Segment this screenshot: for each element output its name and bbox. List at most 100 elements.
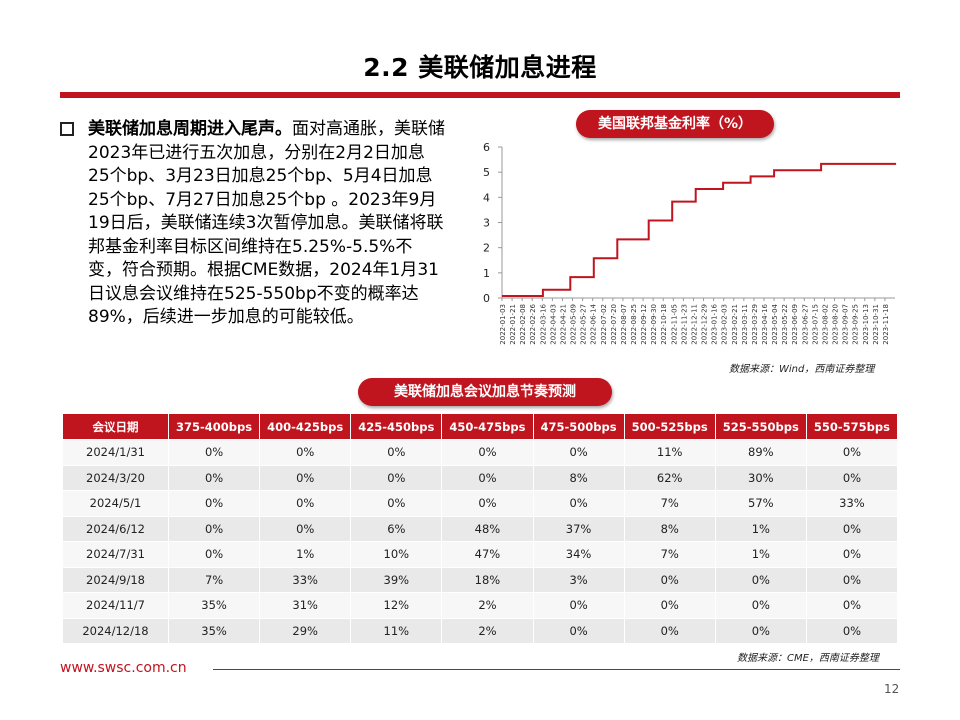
probability-cell: 0% [532, 592, 625, 619]
table-row: 2024/11/7 35% 31% 12% 2% 0% 0% 0% 0% [62, 592, 899, 619]
probability-cell: 0% [805, 617, 899, 644]
x-tick-label: 2023-05-04 [771, 303, 779, 344]
table-header-cell: 475-500bps [532, 413, 625, 440]
table-header-cell: 400-425bps [259, 413, 352, 440]
meeting-date-cell: 2024/5/1 [62, 490, 169, 517]
probability-cell: 39% [350, 566, 443, 593]
table-header-cell: 550-575bps [805, 413, 899, 440]
probability-cell: 48% [441, 515, 534, 542]
table-row: 2024/7/31 0% 1% 10% 47% 34% 7% 1% 0% [62, 541, 899, 568]
checkbox-bullet-icon [60, 122, 74, 136]
chart-title-pill: 美国联邦基金利率（%） [576, 110, 774, 138]
table-source-note: 数据来源：CME，西南证券整理 [737, 653, 879, 664]
probability-cell: 8% [623, 515, 716, 542]
x-tick-label: 2023-05-22 [781, 304, 789, 345]
probability-cell: 0% [259, 439, 352, 466]
x-tick-label: 2022-04-21 [559, 304, 567, 345]
x-tick-label: 2023-01-16 [711, 303, 719, 344]
bullet-paragraph: 美联储加息周期进入尾声。面对高通胀，美联储2023年已进行五次加息，分别在2月2… [60, 118, 445, 330]
probability-cell: 1% [714, 515, 807, 542]
x-tick-label: 2022-12-29 [701, 304, 709, 345]
x-tick-label: 2022-07-20 [610, 304, 618, 345]
probability-cell: 0% [623, 566, 716, 593]
probability-cell: 3% [532, 566, 625, 593]
x-tick-label: 2023-03-11 [741, 304, 749, 345]
table-row: 2024/9/18 7% 33% 39% 18% 3% 0% 0% 0% [62, 566, 899, 593]
probability-cell: 34% [532, 541, 625, 568]
meeting-date-cell: 2024/6/12 [62, 515, 169, 542]
table-header-cell: 会议日期 [62, 413, 169, 440]
probability-cell: 0% [805, 439, 899, 466]
title-divider [60, 92, 900, 98]
x-tick-label: 2022-03-16 [539, 303, 547, 344]
x-tick-label: 2022-05-27 [580, 304, 588, 345]
table-row: 2024/3/20 0% 0% 0% 0% 8% 62% 30% 0% [62, 464, 899, 491]
page-title: 2.2 美联储加息进程 [363, 53, 597, 82]
y-tick-label: 3 [483, 217, 490, 230]
y-tick-label: 2 [483, 242, 490, 255]
x-tick-label: 2023-06-09 [791, 304, 799, 345]
y-tick-label: 1 [483, 267, 490, 280]
x-tick-label: 2023-04-16 [761, 303, 769, 344]
x-tick-label: 2022-05-09 [570, 304, 578, 345]
probability-cell: 31% [259, 592, 352, 619]
rate-series [502, 162, 897, 297]
y-tick-label: 4 [483, 191, 490, 204]
probability-cell: 0% [167, 464, 261, 491]
probability-cell: 0% [623, 592, 716, 619]
probability-cell: 0% [805, 515, 899, 542]
x-tick-label: 2022-01-21 [509, 304, 517, 345]
probability-cell: 0% [350, 490, 443, 517]
probability-cell: 7% [167, 566, 261, 593]
table-header-cell: 375-400bps [167, 413, 261, 440]
probability-cell: 6% [350, 515, 443, 542]
x-axis: 2022-01-03 2022-01-21 2022-02-08 2022-02-26… [499, 297, 895, 345]
probability-cell: 29% [259, 617, 352, 644]
meeting-date-cell: 2024/1/31 [62, 439, 169, 466]
table-header-cell: 500-525bps [623, 413, 716, 440]
rate-probability-table: 会议日期 375-400bps 400-425bps 425-450bps 450-47… [62, 413, 899, 644]
probability-cell: 0% [532, 439, 625, 466]
x-tick-label: 2023-11-18 [882, 304, 890, 345]
probability-cell: 0% [532, 490, 625, 517]
probability-cell: 1% [714, 541, 807, 568]
probability-cell: 0% [441, 490, 534, 517]
meeting-date-cell: 2024/3/20 [62, 464, 169, 491]
x-tick-label: 2022-04-03 [549, 304, 557, 345]
x-tick-label: 2022-02-26 [529, 303, 537, 344]
x-tick-label: 2022-02-08 [519, 304, 527, 345]
probability-cell: 0% [167, 515, 261, 542]
probability-cell: 12% [350, 592, 443, 619]
table-body: 2024/1/31 0% 0% 0% 0% 0% 11% 89% 0% 2024/3/20 0% 0%… [62, 439, 899, 644]
table-header-row: 会议日期 375-400bps 400-425bps 425-450bps 450-47… [62, 413, 899, 440]
probability-cell: 7% [623, 541, 716, 568]
probability-cell: 0% [805, 464, 899, 491]
meeting-date-cell: 2024/9/18 [62, 566, 169, 593]
probability-cell: 62% [623, 464, 716, 491]
probability-cell: 0% [441, 464, 534, 491]
x-tick-label: 2023-07-15 [811, 304, 819, 345]
footer-website-link[interactable]: www.swsc.com.cn [60, 660, 187, 676]
table-row: 2024/6/12 0% 0% 6% 48% 37% 8% 1% 0% [62, 515, 899, 542]
probability-cell: 57% [714, 490, 807, 517]
probability-cell: 47% [441, 541, 534, 568]
probability-cell: 0% [532, 617, 625, 644]
meeting-date-cell: 2024/7/31 [62, 541, 169, 568]
probability-cell: 2% [441, 617, 534, 644]
x-tick-label: 2022-12-11 [690, 304, 698, 345]
probability-cell: 0% [167, 439, 261, 466]
meeting-date-cell: 2024/11/7 [62, 592, 169, 619]
probability-cell: 7% [623, 490, 716, 517]
table-header-cell: 525-550bps [714, 413, 807, 440]
probability-cell: 0% [714, 566, 807, 593]
probability-cell: 0% [259, 515, 352, 542]
footer-divider [213, 669, 900, 670]
y-tick-label: 6 [483, 141, 490, 154]
x-tick-label: 2022-01-03 [499, 304, 507, 345]
y-axis: 0 1 2 3 4 5 6 [483, 141, 503, 305]
probability-cell: 0% [167, 541, 261, 568]
x-tick-label: 2023-06-27 [801, 304, 809, 345]
table-row: 2024/1/31 0% 0% 0% 0% 0% 11% 89% 0% [62, 439, 899, 466]
probability-cell: 0% [714, 617, 807, 644]
